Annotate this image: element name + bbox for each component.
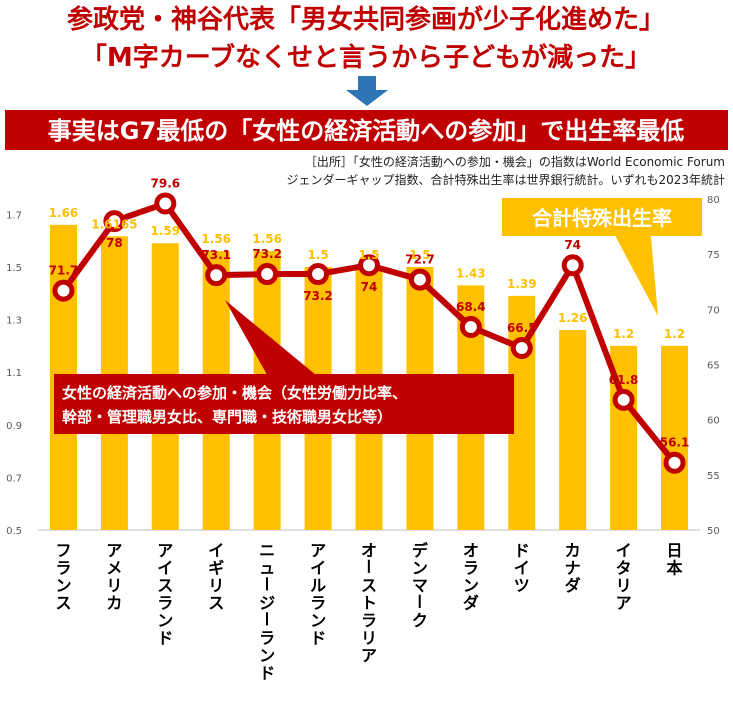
right-tick-label-5: 75 [707, 250, 720, 261]
left-tick-label-5: 1.5 [6, 263, 22, 274]
participation-callout-line1: 女性の経済活動への参加・機会（女性労働力比率、 [62, 384, 407, 402]
category-label-4: ニュージーランド [259, 541, 275, 683]
banner-text: 事実はG7最低の「女性の経済活動への参加」で出生率最低 [48, 117, 684, 145]
left-tick-label-2: 0.9 [6, 421, 22, 432]
line-point-6 [358, 254, 380, 277]
right-tick-label-0: 50 [707, 526, 720, 537]
line-label-8: 68.4 [456, 300, 486, 314]
line-label-0: 71.7 [49, 264, 79, 278]
headline-line2: 「M字カーブなくせと言うから子どもが減った」 [81, 42, 651, 73]
category-labels: フランス アメリカ アイスランド イギリス ニュージーランド アイルランド オーストラリア デ… [55, 541, 682, 683]
bar-label-5: 1.5 [307, 248, 328, 262]
line-label-11: 61.8 [609, 373, 639, 387]
line-label-4: 73.2 [252, 247, 282, 261]
line-label-9: 66.5 [507, 321, 537, 335]
participation-callout-line2: 幹部・管理職男女比、専門職・技術職男女比等） [62, 408, 392, 426]
category-label-6: オーストラリア [361, 541, 377, 665]
left-tick-label-3: 1.1 [6, 368, 22, 379]
source-line2: ジェンダーギャップ指数、合計特殊出生率は世界銀行統計。いずれも2023年統計 [286, 172, 725, 187]
source-line1: ［出所］「女性の経済活動への参加・機会」の指数はWorld Economic F… [305, 154, 725, 169]
bar-label-10: 1.26 [558, 311, 588, 325]
category-label-1: アメリカ [106, 541, 122, 613]
category-label-11: イタリア [616, 541, 632, 613]
line-label-10: 74 [564, 238, 581, 252]
bar-label-2: 1.59 [151, 224, 181, 238]
banner-box [5, 110, 728, 150]
line-point-12 [663, 451, 686, 474]
line-label-7: 72.7 [405, 253, 435, 267]
headline-line1: 参政党・神谷代表「男女共同参画が少子化進めた」 [67, 4, 665, 35]
bar-label-7: 1.5 [409, 248, 430, 262]
left-tick-label-4: 1.3 [6, 316, 22, 327]
bar-label-9: 1.39 [507, 277, 537, 291]
category-label-5: アイルランド [310, 541, 326, 648]
line-point-7 [408, 268, 431, 291]
bar-label-12: 1.2 [664, 327, 685, 341]
participation-callout: 女性の経済活動への参加・機会（女性労働力比率、 幹部・管理職男女比、専門職・技術… [54, 300, 514, 434]
line-point-1 [103, 210, 126, 233]
line-point-3 [205, 264, 228, 287]
bar-label-0: 1.66 [49, 206, 79, 220]
right-tick-label-4: 70 [707, 305, 720, 316]
bar-label-4: 1.56 [252, 232, 282, 246]
line-point-10 [561, 254, 584, 277]
category-label-12: 日本 [667, 541, 683, 578]
right-tick-label-3: 65 [707, 361, 720, 372]
down-arrow-icon [346, 76, 388, 106]
line-label-3: 73.1 [201, 248, 231, 262]
bar-12 [661, 345, 689, 530]
bar-label-1: 1.6165 [91, 217, 137, 231]
category-label-3: イギリス [208, 541, 224, 613]
line-point-8 [459, 316, 482, 339]
bar-data-labels: 1.66 1.6165 1.59 1.56 1.56 1.5 1.5 1.5 1.43 1.39 1… [49, 206, 686, 341]
line-point-4 [256, 263, 279, 286]
bar-label-11: 1.2 [613, 327, 634, 341]
line-point-2 [154, 192, 177, 215]
line-label-1: 78 [106, 236, 123, 250]
fertility-callout-text: 合計特殊出生率 [532, 206, 672, 230]
left-tick-label-0: 0.5 [6, 526, 22, 537]
bar-label-8: 1.43 [456, 266, 486, 280]
line-label-12: 56.1 [660, 436, 690, 450]
left-tick-label-1: 0.7 [6, 473, 22, 484]
category-label-10: カナダ [565, 541, 581, 595]
left-axis-ticks: 0.5 0.7 0.9 1.1 1.3 1.5 1.7 [6, 210, 22, 537]
right-tick-label-1: 55 [707, 471, 720, 482]
line-label-6: 74 [361, 280, 378, 294]
fertility-callout: 合計特殊出生率 [502, 198, 702, 316]
bar-label-6: 1.5 [358, 248, 379, 262]
bar-10 [559, 330, 587, 530]
line-label-2: 79.6 [151, 176, 181, 190]
line-point-11 [612, 388, 635, 411]
line-point-9 [510, 336, 533, 359]
category-label-2: アイスランド [157, 541, 173, 648]
line-data-labels: 71.7 78 79.6 73.1 73.2 73.2 74 72.7 68.4 66.5 74 61… [49, 176, 690, 449]
line-markers [52, 192, 686, 474]
category-label-8: オランダ [463, 541, 479, 613]
category-label-7: デンマーク [412, 541, 429, 630]
line-label-5: 73.2 [303, 289, 333, 303]
line-point-0 [52, 279, 75, 302]
category-label-9: ドイツ [514, 541, 530, 595]
line-point-5 [307, 263, 330, 286]
category-label-0: フランス [55, 541, 71, 613]
right-tick-label-2: 60 [707, 416, 720, 427]
right-axis-ticks: 50 55 60 65 70 75 80 [707, 195, 720, 537]
left-tick-label-6: 1.7 [6, 210, 22, 221]
right-tick-label-6: 80 [707, 195, 720, 206]
bar-label-3: 1.56 [201, 232, 231, 246]
